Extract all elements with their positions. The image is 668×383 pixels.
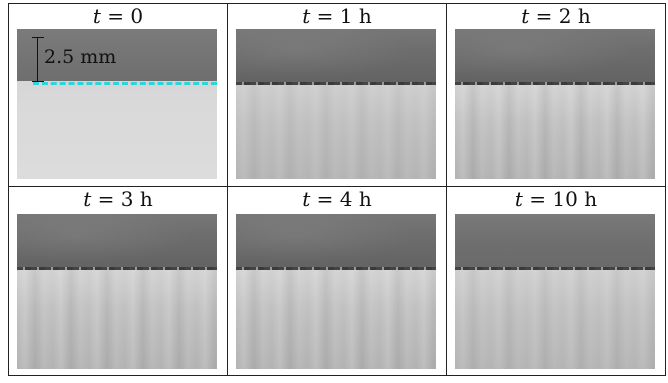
panel-t4h: t = 4 h [228, 187, 447, 375]
panel-t3h: t = 3 h [9, 187, 228, 375]
panel-label: t = 3 h [83, 187, 153, 211]
interface-dashed-line [33, 82, 217, 85]
interface-edge [236, 267, 436, 270]
diffusion-streaks [455, 85, 655, 179]
dark-layer [455, 214, 655, 268]
dark-layer [236, 214, 436, 268]
panel-label: t = 2 h [521, 4, 591, 28]
scale-label: 2.5 mm [44, 46, 117, 68]
sample-image: 2.5 mm [17, 29, 217, 179]
panel-label: t = 10 h [514, 187, 598, 211]
diffusion-streaks [455, 270, 655, 369]
panel-t10h: t = 10 h [447, 187, 665, 375]
panel-t1h: t = 1 h [228, 4, 447, 187]
dark-layer [17, 29, 217, 81]
sample-image [17, 214, 217, 369]
diffusion-streaks [236, 85, 436, 179]
dark-layer [455, 29, 655, 83]
scale-bar [32, 37, 44, 82]
sample-image [236, 214, 436, 369]
panel-label: t = 0 [92, 4, 144, 28]
figure-grid: t = 0 2.5 mm t = 1 h t = 2 h t = 3 h [8, 3, 666, 376]
panel-t2h: t = 2 h [447, 4, 665, 187]
diffusion-streaks [236, 270, 436, 369]
sample-image [236, 29, 436, 179]
sample-image [455, 29, 655, 179]
dark-layer [236, 29, 436, 83]
diffusion-streaks [17, 270, 217, 369]
panel-label: t = 1 h [302, 4, 372, 28]
interface-edge [455, 267, 655, 270]
panel-label: t = 4 h [302, 187, 372, 211]
interface-edge [17, 267, 217, 270]
interface-edge [455, 82, 655, 85]
dark-layer [17, 214, 217, 268]
panel-t0: t = 0 2.5 mm [9, 4, 228, 187]
interface-edge [236, 82, 436, 85]
sample-image [455, 214, 655, 369]
